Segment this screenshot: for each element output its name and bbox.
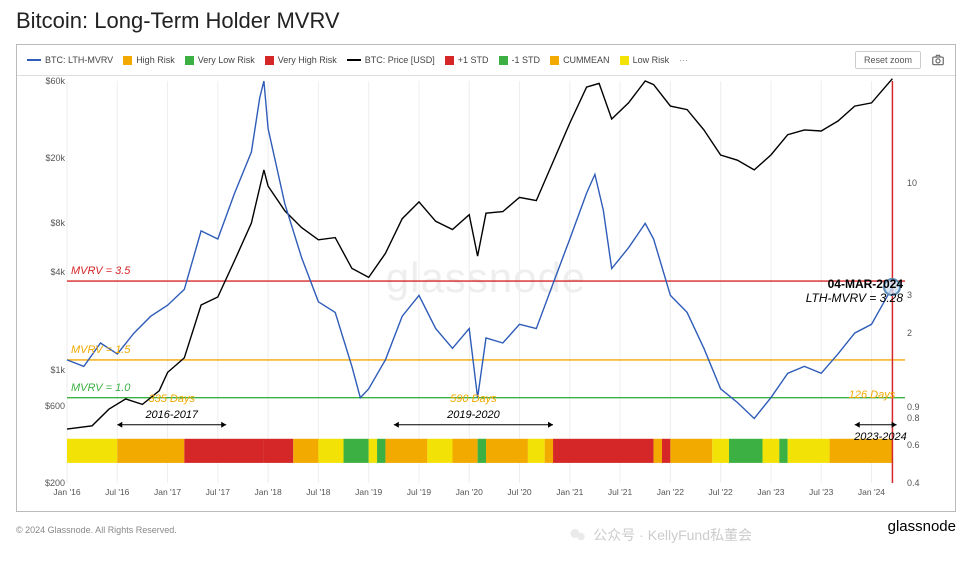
copyright-text: © 2024 Glassnode. All Rights Reserved.	[16, 525, 177, 535]
y-tick-right: 3	[907, 290, 951, 300]
footer: © 2024 Glassnode. All Rights Reserved. g…	[16, 512, 956, 535]
x-tick: Jul '23	[809, 487, 833, 497]
y-tick-right: 0.6	[907, 440, 951, 450]
camera-icon[interactable]	[931, 53, 945, 67]
callout-value: LTH-MVRV = 3.28	[806, 291, 903, 305]
legend-item[interactable]: BTC: Price [USD]	[347, 55, 435, 65]
chart-annotation: 2023-2024	[827, 431, 907, 443]
legend-label: BTC: Price [USD]	[365, 55, 435, 65]
y-tick-left: $8k	[21, 218, 65, 228]
legend-item[interactable]: Very Low Risk	[185, 55, 255, 65]
y-tick-right: 10	[907, 178, 951, 188]
x-tick: Jan '19	[355, 487, 382, 497]
legend-label: High Risk	[136, 55, 175, 65]
reset-zoom-button[interactable]: Reset zoom	[855, 51, 921, 69]
callout-date: 04-MAR-2024	[806, 277, 903, 291]
x-tick: Jul '16	[105, 487, 129, 497]
data-callout: 04-MAR-2024 LTH-MVRV = 3.28	[806, 277, 903, 305]
legend-label: -1 STD	[512, 55, 541, 65]
legend-item[interactable]: Low Risk	[620, 55, 670, 65]
wechat-icon	[569, 526, 587, 544]
legend-label: Low Risk	[633, 55, 670, 65]
y-tick-left: $4k	[21, 267, 65, 277]
legend-swatch	[123, 56, 132, 65]
chart-frame: BTC: LTH-MVRV High Risk Very Low Risk Very …	[16, 44, 956, 512]
chart-annotation: MVRV = 1.0	[71, 382, 130, 394]
plot-svg	[67, 81, 905, 483]
chart-annotation: MVRV = 1.5	[71, 344, 130, 356]
legend-swatch	[550, 56, 559, 65]
x-tick: Jan '22	[657, 487, 684, 497]
chart-annotation: 335 Days	[132, 393, 212, 405]
mvrv-line	[67, 81, 892, 419]
legend-item[interactable]: Very High Risk	[265, 55, 337, 65]
y-tick-right: 0.4	[907, 478, 951, 488]
legend-label: Very Low Risk	[198, 55, 255, 65]
legend-label: BTC: LTH-MVRV	[45, 55, 113, 65]
y-tick-left: $600	[21, 401, 65, 411]
x-tick: Jul '22	[708, 487, 732, 497]
x-tick: Jul '21	[608, 487, 632, 497]
y-tick-right: 0.9	[907, 402, 951, 412]
y-tick-left: $60k	[21, 76, 65, 86]
x-axis: Jan '16Jul '16Jan '17Jul '17Jan '18Jul '…	[67, 487, 905, 507]
wechat-text: 公众号 · KellyFund私董会	[593, 525, 752, 545]
x-tick: Jan '18	[255, 487, 282, 497]
y-tick-right: 0.8	[907, 413, 951, 423]
x-tick: Jan '24	[858, 487, 885, 497]
legend-swatch	[265, 56, 274, 65]
brand-logo-text: glassnode	[888, 518, 956, 535]
legend-swatch	[185, 56, 194, 65]
x-tick: Jan '17	[154, 487, 181, 497]
y-axis-right: 0.40.60.80.92310	[907, 81, 951, 483]
legend-item[interactable]: -1 STD	[499, 55, 541, 65]
y-tick-right: 2	[907, 328, 951, 338]
legend-item[interactable]: High Risk	[123, 55, 175, 65]
chart-annotation: MVRV = 3.5	[71, 265, 130, 277]
plot-area: MVRV = 3.5 MVRV = 1.5 MVRV = 1.0335 Days 20…	[67, 81, 905, 483]
x-tick: Jan '23	[757, 487, 784, 497]
chart-title: Bitcoin: Long-Term Holder MVRV	[16, 8, 956, 34]
legend-swatch	[27, 59, 41, 61]
legend-swatch	[620, 56, 629, 65]
legend-swatch	[347, 59, 361, 61]
chart-annotation: 590 Days	[433, 393, 513, 405]
legend-more-icon[interactable]: ···	[679, 55, 688, 65]
price-line	[67, 79, 892, 429]
legend-item[interactable]: +1 STD	[445, 55, 489, 65]
legend-swatch	[499, 56, 508, 65]
legend-label: +1 STD	[458, 55, 489, 65]
y-axis-left: $200$600$1k$4k$8k$20k$60k	[21, 81, 65, 483]
x-tick: Jul '19	[407, 487, 431, 497]
x-tick: Jul '20	[507, 487, 531, 497]
legend-bar: BTC: LTH-MVRV High Risk Very Low Risk Very …	[17, 45, 955, 76]
legend-item[interactable]: BTC: LTH-MVRV	[27, 55, 113, 65]
wechat-watermark: 公众号 · KellyFund私董会	[569, 525, 752, 545]
x-tick: Jan '16	[53, 487, 80, 497]
legend-label: Very High Risk	[278, 55, 337, 65]
x-tick: Jul '18	[306, 487, 330, 497]
chart-annotation: 126 Days	[849, 389, 897, 401]
x-tick: Jul '17	[206, 487, 230, 497]
y-tick-left: $20k	[21, 153, 65, 163]
x-tick: Jan '21	[556, 487, 583, 497]
page-container: Bitcoin: Long-Term Holder MVRV BTC: LTH-…	[0, 0, 972, 561]
chart-annotation: 2016-2017	[132, 409, 212, 421]
legend-item[interactable]: CUMMEAN	[550, 55, 610, 65]
chart-annotation: 2019-2020	[433, 409, 513, 421]
x-tick: Jan '20	[456, 487, 483, 497]
y-tick-left: $1k	[21, 365, 65, 375]
legend-swatch	[445, 56, 454, 65]
legend-label: CUMMEAN	[563, 55, 610, 65]
